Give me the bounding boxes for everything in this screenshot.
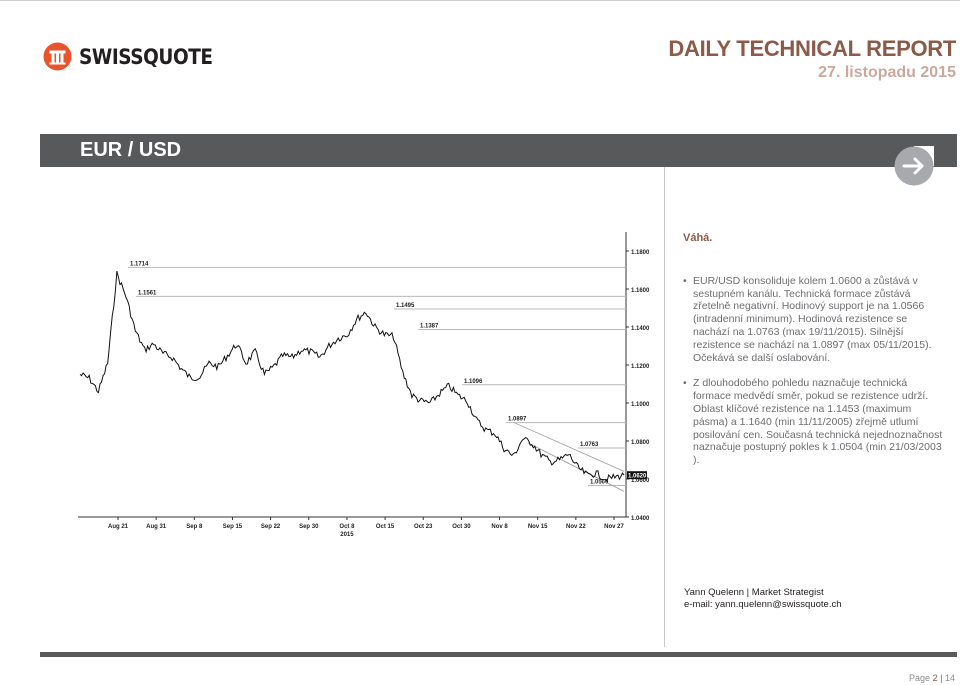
x-tick-label: Sep 30 xyxy=(299,524,319,530)
channel-lower-line xyxy=(527,442,625,492)
x-tick-label: Nov 8 xyxy=(491,524,508,530)
x-tick-label: Oct 8 xyxy=(339,524,355,530)
x-tick-label: Oct 15 xyxy=(376,524,395,530)
x-tick-label: Sep 8 xyxy=(186,524,203,530)
author-block: Yann Quelenn | Market Strategist e-mail:… xyxy=(684,587,842,611)
level-label: 1.0897 xyxy=(508,417,527,423)
x-tick-label: Aug 31 xyxy=(146,524,167,530)
section-banner: EUR / USD xyxy=(40,134,957,167)
page-footer: Page 2 | 14 xyxy=(909,673,955,683)
price-series-line xyxy=(79,270,625,483)
x-tick-label: Sep 15 xyxy=(223,524,243,530)
channel-upper-line xyxy=(513,422,625,472)
report-title: DAILY TECHNICAL REPORT xyxy=(668,36,956,61)
page-label: Page xyxy=(909,673,931,683)
current-price-box xyxy=(627,471,647,480)
analysis-bullet: • Z dlouhodobého pohledu naznačuje techn… xyxy=(683,377,943,467)
level-label: 1.1096 xyxy=(464,379,483,385)
y-tick-label: 1.0400 xyxy=(631,516,650,522)
column-divider xyxy=(664,167,665,647)
swissquote-logo-icon xyxy=(43,42,72,71)
price-chart: 1.1800 1.1600 1.1400 1.1200 1.1000 1.0800 1.06… xyxy=(78,232,650,538)
page-total: 14 xyxy=(944,673,955,683)
bullet-dot: • xyxy=(683,377,687,390)
currency-pair-title: EUR / USD xyxy=(80,139,182,161)
level-label: 1.1714 xyxy=(130,261,149,267)
author-name: Yann Quelenn | Market Strategist xyxy=(684,587,824,598)
level-label: 1.1561 xyxy=(138,290,157,296)
bullet-dot: • xyxy=(683,274,687,287)
page-number: 2 xyxy=(932,673,938,683)
x-tick-label: Sep 22 xyxy=(261,524,281,530)
y-tick-label: 1.1400 xyxy=(631,326,650,332)
level-label: 1.1387 xyxy=(420,323,439,329)
current-price-label: 1.0620 xyxy=(628,474,647,480)
level-label: 1.1495 xyxy=(396,303,415,309)
y-tick-label: 1.1200 xyxy=(631,364,650,370)
x-tick-label: Nov 15 xyxy=(528,524,548,530)
y-tick-label: 1.1000 xyxy=(631,402,650,408)
top-rule xyxy=(0,0,960,1)
brand-logo: SWISSQUOTE xyxy=(43,42,231,71)
y-tick-label: 1.1600 xyxy=(631,288,650,294)
y-tick-label: 1.0600 xyxy=(631,478,650,484)
rating-label: Váhá. xyxy=(683,232,713,244)
x-tick-label: Oct 30 xyxy=(452,524,471,530)
footer-rule xyxy=(40,652,957,657)
level-label: 1.0763 xyxy=(580,442,599,448)
analysis-column: Váhá. • EUR/USD konsoliduje kolem 1.0600… xyxy=(683,232,943,480)
y-tick-label: 1.0800 xyxy=(631,440,650,446)
page-separator: | xyxy=(940,673,943,683)
analysis-text-long-term: Z dlouhodobého pohledu naznačuje technic… xyxy=(693,377,943,467)
analysis-text-short-term: EUR/USD konsoliduje kolem 1.0600 a zůstá… xyxy=(693,274,932,364)
author-email[interactable]: e-mail: yann.quelenn@swissquote.ch xyxy=(684,599,842,610)
report-date: 27. listopadu 2015 xyxy=(818,64,956,81)
x-tick-label: Nov 22 xyxy=(566,524,586,530)
brand-name: SWISSQUOTE xyxy=(79,44,213,69)
x-tick-label: Aug 21 xyxy=(108,524,129,530)
y-tick-label: 1.1800 xyxy=(631,250,650,256)
x-tick-label: Nov 27 xyxy=(604,524,624,530)
analysis-bullet: • EUR/USD konsoliduje kolem 1.0600 a zůs… xyxy=(683,275,943,365)
x-tick-label: Oct 23 xyxy=(414,524,433,530)
x-year-label: 2015 xyxy=(340,532,354,538)
arrow-right-icon[interactable] xyxy=(894,146,934,186)
level-label: 1.0566 xyxy=(590,479,609,485)
